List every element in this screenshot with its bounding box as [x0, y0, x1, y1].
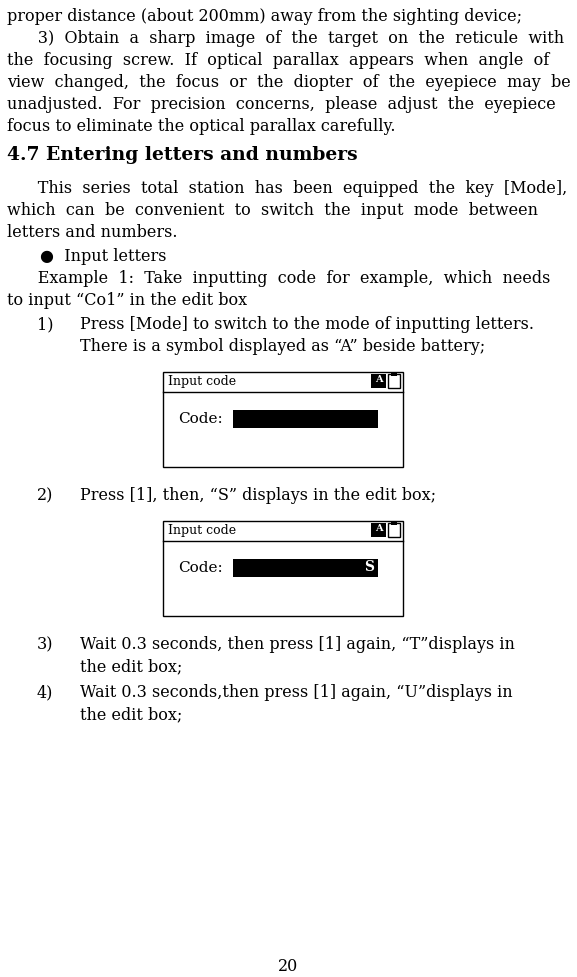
Text: Code:: Code: — [178, 561, 223, 575]
Text: Wait 0.3 seconds, then press [1] again, “T”displays in: Wait 0.3 seconds, then press [1] again, … — [80, 636, 515, 653]
Text: 3): 3) — [37, 636, 54, 653]
Bar — [391, 373, 397, 376]
Text: Example  1:  Take  inputting  code  for  example,  which  needs: Example 1: Take inputting code for examp… — [7, 270, 550, 287]
Bar — [391, 522, 397, 525]
Text: Wait 0.3 seconds,then press [1] again, “U”displays in: Wait 0.3 seconds,then press [1] again, “… — [80, 684, 512, 701]
Bar — [388, 374, 400, 388]
Text: the edit box;: the edit box; — [80, 658, 182, 675]
Bar — [233, 559, 378, 577]
Text: Press [1], then, “S” displays in the edit box;: Press [1], then, “S” displays in the edi… — [80, 487, 436, 504]
Text: unadjusted.  For  precision  concerns,  please  adjust  the  eyepiece: unadjusted. For precision concerns, plea… — [7, 96, 556, 113]
Text: Input code: Input code — [168, 375, 236, 388]
Text: 1): 1) — [37, 316, 54, 333]
Bar — [233, 410, 378, 428]
Text: 20: 20 — [278, 958, 299, 975]
Text: view  changed,  the  focus  or  the  diopter  of  the  eyepiece  may  be: view changed, the focus or the diopter o… — [7, 74, 571, 91]
Text: ●  Input letters: ● Input letters — [40, 248, 167, 265]
Text: S: S — [364, 560, 374, 574]
Text: A: A — [374, 375, 383, 384]
Text: the edit box;: the edit box; — [80, 706, 182, 723]
Text: 4.7 Entering letters and numbers: 4.7 Entering letters and numbers — [7, 146, 358, 164]
Text: This  series  total  station  has  been  equipped  the  key  [Mode],: This series total station has been equip… — [7, 180, 567, 197]
Text: A: A — [374, 524, 383, 533]
Text: proper distance (about 200mm) away from the sighting device;: proper distance (about 200mm) away from … — [7, 8, 522, 25]
Text: Press [Mode] to switch to the mode of inputting letters.: Press [Mode] to switch to the mode of in… — [80, 316, 534, 333]
Bar — [163, 372, 403, 467]
Text: letters and numbers.: letters and numbers. — [7, 224, 178, 241]
Bar — [163, 521, 403, 616]
Bar — [371, 523, 386, 537]
Text: Code:: Code: — [178, 412, 223, 426]
Text: the  focusing  screw.  If  optical  parallax  appears  when  angle  of: the focusing screw. If optical parallax … — [7, 52, 549, 69]
Bar — [388, 523, 400, 537]
Text: focus to eliminate the optical parallax carefully.: focus to eliminate the optical parallax … — [7, 118, 395, 135]
Text: 2): 2) — [37, 487, 54, 504]
Text: to input “Co1” in the edit box: to input “Co1” in the edit box — [7, 292, 247, 309]
Text: Input code: Input code — [168, 524, 236, 537]
Text: which  can  be  convenient  to  switch  the  input  mode  between: which can be convenient to switch the in… — [7, 202, 538, 219]
Text: 3)  Obtain  a  sharp  image  of  the  target  on  the  reticule  with: 3) Obtain a sharp image of the target on… — [7, 30, 564, 47]
Bar — [371, 374, 386, 388]
Text: 4): 4) — [37, 684, 54, 701]
Text: There is a symbol displayed as “A” beside battery;: There is a symbol displayed as “A” besid… — [80, 338, 485, 355]
